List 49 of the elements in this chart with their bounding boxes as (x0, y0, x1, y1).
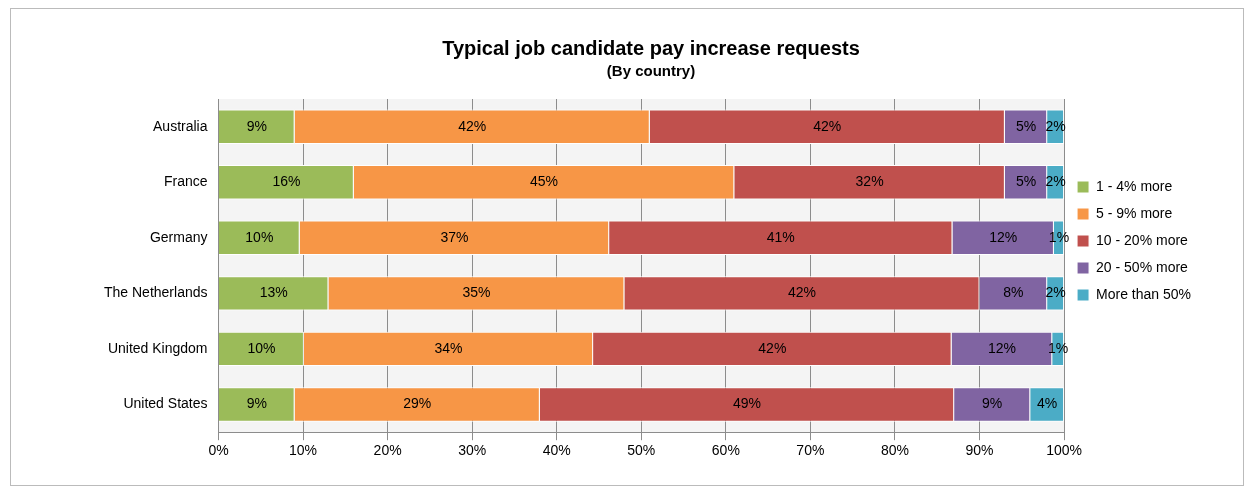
x-tick-label: 80% (880, 442, 909, 459)
data-label: 42% (787, 284, 816, 301)
y-tick-label: Australia (153, 117, 208, 134)
data-label: 12% (987, 339, 1016, 356)
legend-label: 1 - 4% more (1096, 177, 1173, 194)
x-tick-label: 60% (711, 442, 740, 459)
x-tick-label: 30% (458, 442, 487, 459)
data-label: 10% (247, 339, 276, 356)
data-label: 37% (440, 228, 469, 245)
data-label: 32% (855, 173, 884, 190)
data-label: 42% (758, 339, 787, 356)
data-label: 29% (403, 395, 432, 412)
x-tick-label: 20% (373, 442, 402, 459)
data-label: 4% (1037, 395, 1058, 412)
x-tick-label: 0% (208, 442, 229, 459)
data-label: 42% (813, 117, 842, 134)
data-label: 42% (458, 117, 487, 134)
data-label: 49% (732, 395, 761, 412)
data-label: 5% (1015, 117, 1037, 134)
data-label: 16% (272, 173, 301, 190)
y-tick-label: The Netherlands (103, 284, 208, 301)
chart-subtitle: (By country) (606, 62, 696, 80)
data-label: 35% (462, 284, 491, 301)
data-label: 10% (245, 228, 274, 245)
legend-label: 20 - 50% more (1096, 258, 1189, 275)
legend-label: 5 - 9% more (1096, 204, 1173, 221)
data-label: 9% (246, 395, 267, 412)
data-label: 9% (246, 117, 267, 134)
data-label: 9% (982, 395, 1003, 412)
y-tick-label: United Kingdom (107, 339, 208, 356)
x-tick-label: 10% (289, 442, 318, 459)
x-tick-label: 40% (542, 442, 571, 459)
data-label: 12% (989, 228, 1018, 245)
y-tick-label: United States (123, 395, 208, 412)
chart-title: Typical job candidate pay increase requests (442, 36, 860, 59)
data-label: 45% (530, 173, 559, 190)
x-tick-label: 50% (627, 442, 656, 459)
data-label: 41% (766, 228, 795, 245)
data-label: 5% (1015, 173, 1037, 190)
x-tick-label: 70% (796, 442, 825, 459)
data-label: 8% (1003, 284, 1024, 301)
y-tick-label: France (163, 173, 208, 190)
x-tick-label: 100% (1046, 442, 1082, 459)
y-tick-label: Germany (149, 228, 208, 245)
x-tick-label: 90% (965, 442, 994, 459)
data-label: 13% (259, 284, 288, 301)
data-label: 34% (434, 339, 463, 356)
legend-label: 10 - 20% more (1096, 231, 1189, 248)
legend-label: More than 50% (1096, 285, 1192, 302)
